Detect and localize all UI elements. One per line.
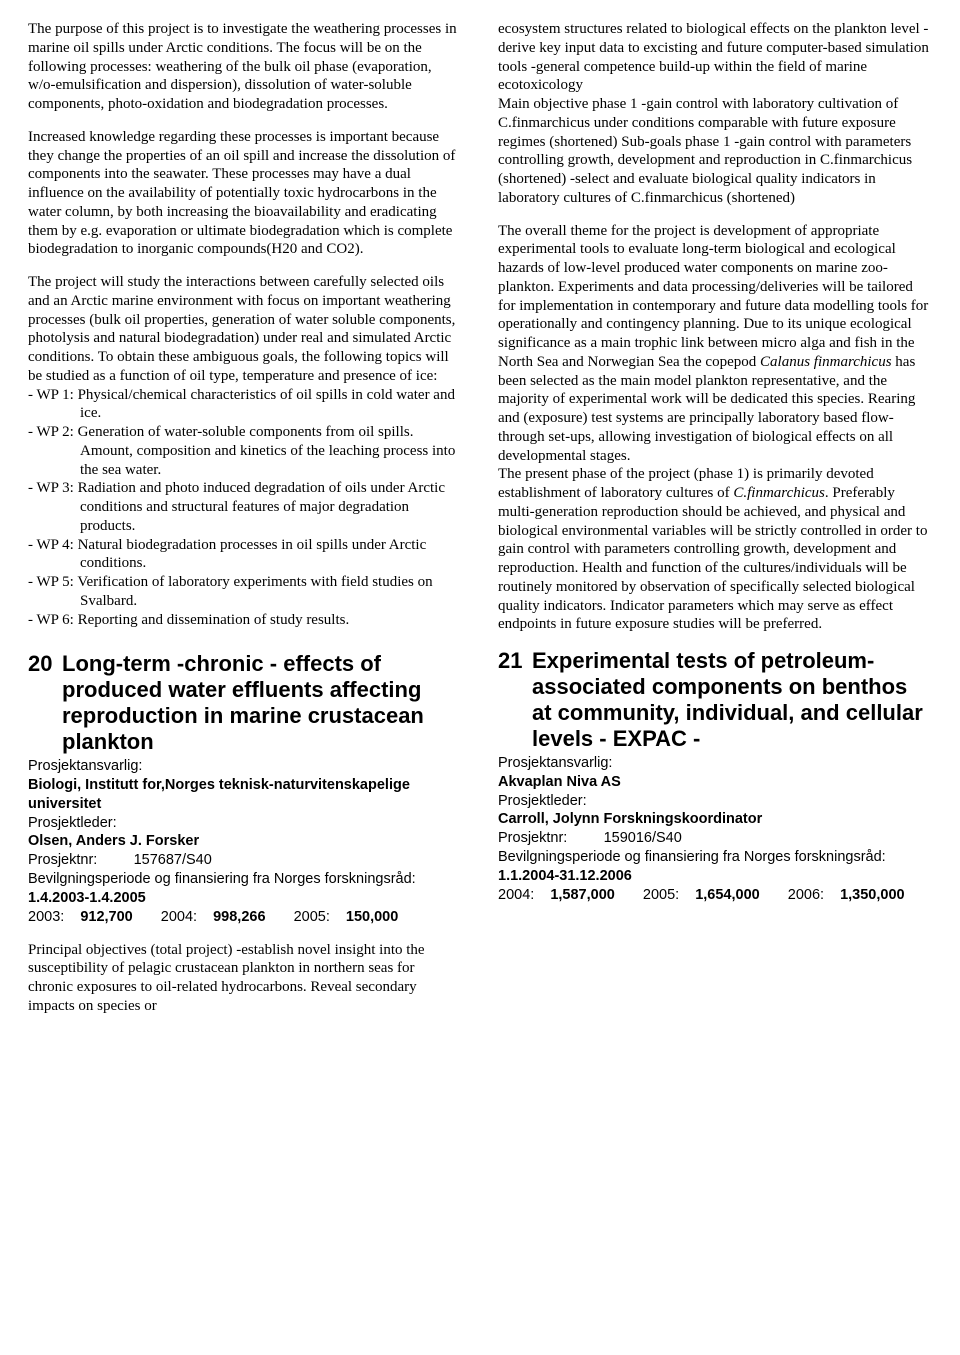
para: The present phase of the project (phase … [498,465,932,634]
project-21-title: 21 Experimental tests of petroleum-assoc… [498,648,932,752]
fund-year: 2005: [643,886,679,905]
fund-year: 2004: [498,886,534,905]
para: Main objective phase 1 -gain control wit… [498,95,932,208]
pnr-value: 157687/S40 [134,852,212,868]
project-nr-row: Prosjektnr: 159016/S40 [498,829,932,848]
funding-label: Bevilgningsperiode og finansiering fra N… [498,848,932,867]
funding-label: Bevilgningsperiode og finansiering fra N… [28,870,462,889]
fund-val: 1,654,000 [695,886,760,905]
project-21-meta: Prosjektansvarlig: Akvaplan Niva AS Pros… [498,754,932,905]
resp-value: Akvaplan Niva AS [498,773,932,792]
funding-amounts: 2003: 912,700 2004: 998,266 2005: 150,00… [28,908,462,927]
project-number: 20 [28,651,62,755]
wp-item: - WP 1: Physical/chemical characteristic… [28,386,462,424]
leader-label: Prosjektleder: [28,814,462,833]
pnr-label: Prosjektnr: [498,830,567,846]
resp-label: Prosjektansvarlig: [498,754,932,773]
wp-item: - WP 2: Generation of water-soluble comp… [28,423,462,479]
project-number: 21 [498,648,532,752]
text-run: The overall theme for the project is dev… [498,223,928,370]
period: 1.1.2004-31.12.2006 [498,867,932,886]
wp-item: - WP 4: Natural biodegradation processes… [28,536,462,574]
species-name: C.finmarchicus [733,485,825,501]
pnr-value: 159016/S40 [604,830,682,846]
leader-value: Carroll, Jolynn Forskningskoordinator [498,810,932,829]
resp-label: Prosjektansvarlig: [28,757,462,776]
fund-val: 998,266 [213,908,265,927]
para: The purpose of this project is to invest… [28,20,462,114]
funding-amounts: 2004: 1,587,000 2005: 1,654,000 2006: 1,… [498,886,932,905]
project-20-title: 20 Long-term -chronic - effects of produ… [28,651,462,755]
wp-item: - WP 6: Reporting and dissemination of s… [28,611,462,630]
fund-year: 2006: [788,886,824,905]
wp-item: - WP 5: Verification of laboratory exper… [28,573,462,611]
text-run: has been selected as the main model plan… [498,354,915,464]
species-name: Calanus finmarchicus [760,354,892,370]
leader-label: Prosjektleder: [498,792,932,811]
pnr-label: Prosjektnr: [28,852,97,868]
fund-year: 2003: [28,908,64,927]
para: The overall theme for the project is dev… [498,222,932,466]
fund-val: 1,350,000 [840,886,905,905]
fund-val: 150,000 [346,908,398,927]
period: 1.4.2003-1.4.2005 [28,889,462,908]
wp-list: - WP 1: Physical/chemical characteristic… [28,386,462,630]
text-run: . Preferably multi-generation reproducti… [498,485,927,632]
project-title-text: Experimental tests of petroleum-associat… [532,648,932,752]
leader-value: Olsen, Anders J. Forsker [28,832,462,851]
fund-year: 2004: [161,908,197,927]
para: Principal objectives (total project) -es… [28,941,462,1016]
right-column: ecosystem structures related to biologic… [498,20,932,1016]
resp-value: Biologi, Institutt for,Norges teknisk-na… [28,776,462,814]
two-column-layout: The purpose of this project is to invest… [28,20,932,1016]
para: The project will study the interactions … [28,273,462,386]
fund-year: 2005: [294,908,330,927]
para: Increased knowledge regarding these proc… [28,128,462,259]
left-column: The purpose of this project is to invest… [28,20,462,1016]
para: ecosystem structures related to biologic… [498,20,932,95]
project-title-text: Long-term -chronic - effects of produced… [62,651,462,755]
wp-item: - WP 3: Radiation and photo induced degr… [28,479,462,535]
fund-val: 1,587,000 [550,886,615,905]
project-nr-row: Prosjektnr: 157687/S40 [28,851,462,870]
project-20-meta: Prosjektansvarlig: Biologi, Institutt fo… [28,757,462,927]
fund-val: 912,700 [80,908,132,927]
